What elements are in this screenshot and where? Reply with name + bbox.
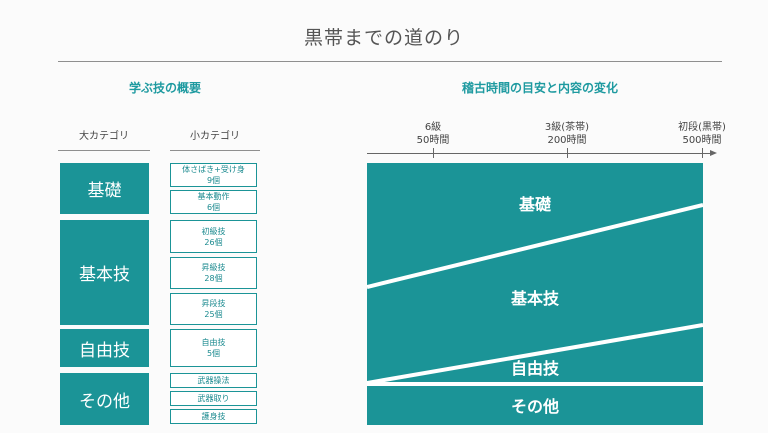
minor-category-box: 自由技 5個 [170,329,257,367]
band-label-jiyuwaza: 自由技 [511,359,560,378]
major-header-divider [58,150,150,151]
milestone-hours: 200時間 [547,135,587,146]
minor-category-box: 昇段技 25個 [170,293,257,325]
minor-category-count: 6個 [206,203,221,212]
minor-category-count: 5個 [206,349,221,358]
minor-category-name: 護身技 [201,412,226,421]
milestone-hours: 500時間 [682,135,722,146]
major-category-header: 大カテゴリ [79,131,129,142]
major-category-kihonwaza: 基本技 [60,220,149,325]
milestone-label-3kyu: 3級(茶帯) 200時間 [522,121,612,147]
minor-category-count: 25個 [204,310,223,319]
page-title: 黒帯までの道のり [303,27,464,49]
left-section-title: 学ぶ技の概要 [128,81,201,95]
milestone-hours: 50時間 [416,135,450,146]
minor-category-box: 武器取り [170,391,257,406]
band-label-kihonwaza: 基本技 [510,289,560,308]
band-background [367,163,703,425]
minor-category-count: 28個 [204,274,223,283]
milestone-label-shodan: 初段(黒帯) 500時間 [657,121,747,147]
minor-category-box: 昇級技 28個 [170,257,257,289]
band-divider-kihonwaza [367,323,703,385]
minor-category-count: 9個 [206,176,221,185]
major-category-jiyuwaza: 自由技 [60,329,149,367]
timeline-axis [367,153,710,154]
minor-category-name: 武器取り [197,394,230,403]
milestone-label-6kyu: 6級 50時間 [388,121,478,147]
title-divider [58,61,722,62]
minor-category-name: 昇段技 [201,299,226,308]
minor-category-name: 自由技 [201,338,226,347]
timeline-arrow-icon [710,150,717,156]
minor-category-name: 武器操法 [197,376,230,385]
milestone-rank: 6級 [424,122,442,133]
timeline-tick [567,148,568,158]
major-category-kiso: 基礎 [60,163,149,214]
minor-category-box: 初級技 26個 [170,220,257,253]
minor-category-name: 基本動作 [197,192,230,201]
minor-category-count: 26個 [204,237,223,247]
milestone-rank: 初段(黒帯) [678,122,726,133]
minor-category-name: 体さばき+受け身 [182,165,245,174]
band-diagram: 基礎 基本技 自由技 その他 [367,163,703,425]
timeline-tick [433,148,434,158]
minor-category-box: 体さばき+受け身 9個 [170,163,257,187]
band-divider-kiso [367,203,703,289]
band-label-other: その他 [511,397,559,416]
timeline-tick [702,148,703,158]
minor-category-name: 初級技 [201,226,226,236]
minor-category-box: 基本動作 6個 [170,190,257,214]
band-label-kiso: 基礎 [518,195,552,214]
major-category-other: その他 [60,373,149,425]
minor-category-box: 護身技 [170,409,257,424]
milestone-rank: 3級(茶帯) [544,122,590,133]
minor-category-box: 武器操法 [170,373,257,388]
right-section-title: 稽古時間の目安と内容の変化 [461,81,618,95]
minor-category-name: 昇級技 [201,263,226,272]
minor-category-header: 小カテゴリ [190,131,240,142]
minor-header-divider [170,150,260,151]
